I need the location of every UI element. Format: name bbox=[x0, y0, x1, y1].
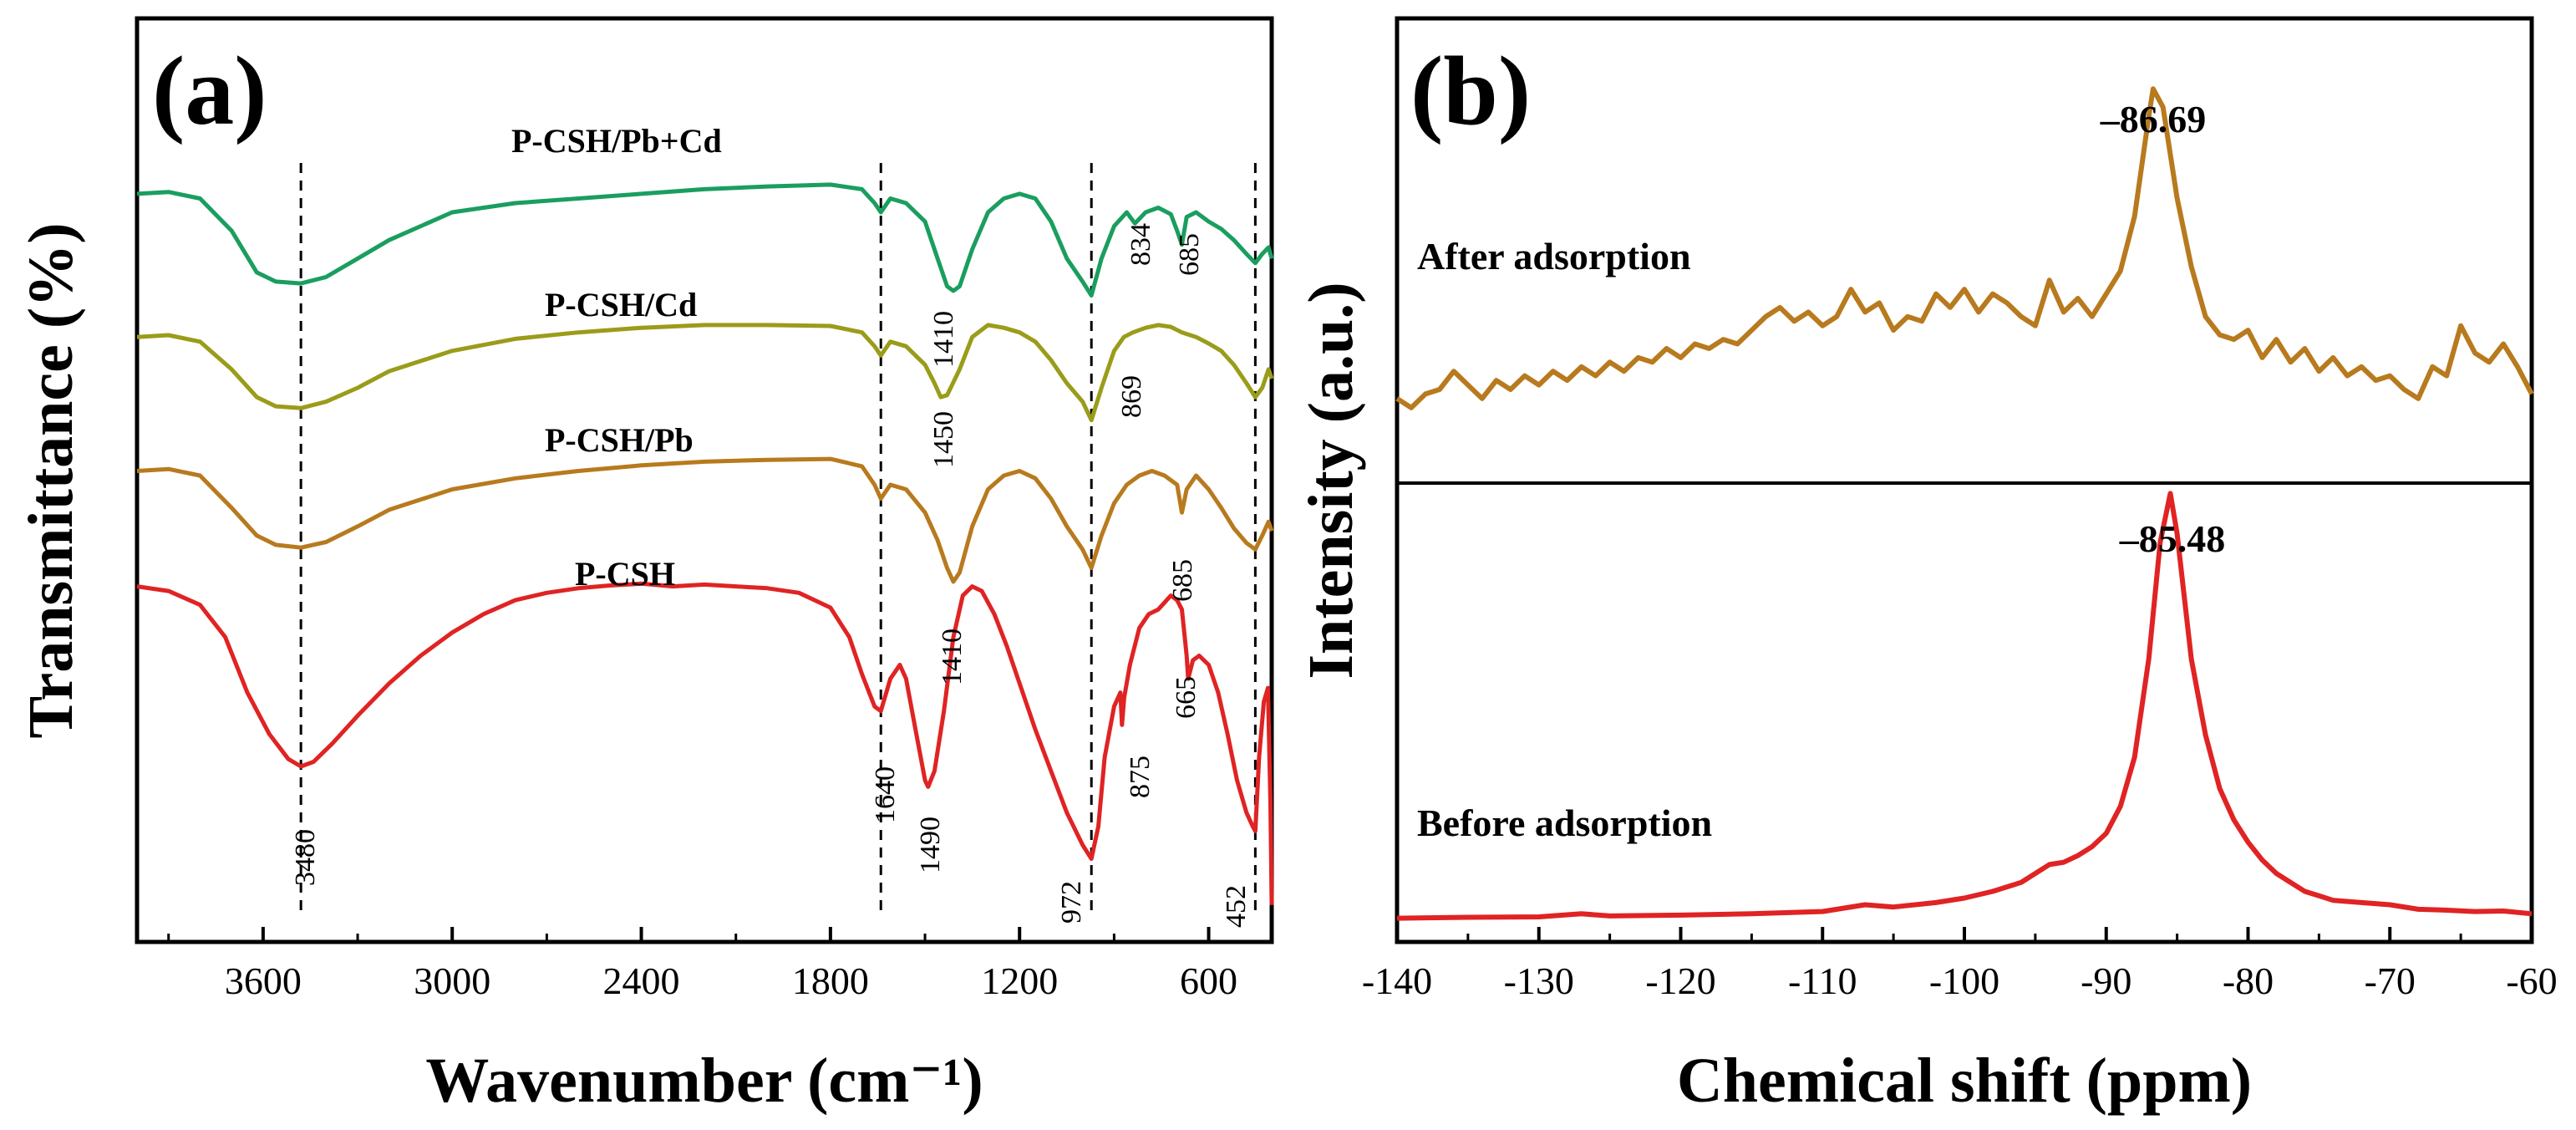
series-label-pcsh: P-CSH bbox=[575, 555, 675, 593]
x-tick-label: 1200 bbox=[981, 959, 1058, 1002]
peak-label-834: 834 bbox=[1125, 223, 1156, 266]
peak-label-86-69: –86.69 bbox=[2100, 98, 2207, 140]
peak-label-869: 869 bbox=[1116, 375, 1147, 418]
panel-a-x-axis-title: Wavenumber (cm⁻¹) bbox=[425, 1046, 983, 1116]
panel-a-reference-lines bbox=[299, 163, 1257, 911]
x-tick-label: 1800 bbox=[792, 959, 869, 1002]
x-tick-label: -90 bbox=[2081, 959, 2131, 1002]
panel-b-x-axis-title: Chemical shift (ppm) bbox=[1677, 1046, 2252, 1116]
x-tick-label: 3600 bbox=[225, 959, 302, 1002]
panel-a-series bbox=[136, 182, 1274, 905]
peak-label-685-pbcd: 685 bbox=[1174, 233, 1205, 276]
x-tick-label: -60 bbox=[2506, 959, 2557, 1002]
panel-b-y-axis-title: Intensity (a.u.) bbox=[1296, 282, 1366, 679]
series-line-p-csh-cd bbox=[136, 323, 1274, 423]
x-tick-label: -130 bbox=[1504, 959, 1574, 1002]
series-line-p-csh-pb bbox=[136, 456, 1274, 584]
x-tick-label: 3000 bbox=[414, 959, 490, 1002]
panel-b-x-ticks: -140 -130 -120 -110 -100 -90 -80 -70 -60 bbox=[1362, 927, 2558, 1002]
peak-label-685-pb: 685 bbox=[1167, 559, 1198, 602]
x-tick-label: -120 bbox=[1645, 959, 1715, 1002]
series-label-before-adsorption: Before adsorption bbox=[1417, 802, 1712, 844]
peak-label-3480: 3480 bbox=[290, 829, 321, 886]
series-label-after-adsorption: After adsorption bbox=[1417, 235, 1691, 277]
series-label-pcsh-pb-cd: P-CSH/Pb+Cd bbox=[511, 122, 722, 160]
panel-a-ftir: 3600 3000 2400 1800 1200 600 (a) P-CSH/Pb+Cd … bbox=[16, 16, 1274, 1116]
peak-label-85-48: –85.48 bbox=[2119, 517, 2226, 560]
panel-a-frame bbox=[135, 16, 1274, 944]
x-tick-label: -100 bbox=[1929, 959, 1999, 1002]
panel-b-tag: (b) bbox=[1410, 36, 1531, 145]
x-tick-label: -70 bbox=[2365, 959, 2416, 1002]
peak-label-972: 972 bbox=[1056, 881, 1087, 924]
peak-label-665: 665 bbox=[1171, 676, 1202, 719]
peak-label-1410-cd: 1410 bbox=[928, 311, 959, 368]
peak-label-452: 452 bbox=[1221, 885, 1252, 928]
series-line-before-adsorption bbox=[1396, 491, 2533, 921]
x-tick-label: -80 bbox=[2223, 959, 2274, 1002]
series-line-p-csh bbox=[136, 581, 1274, 905]
series-line-p-csh-pb-cd bbox=[136, 182, 1274, 298]
series-line-after-adsorption bbox=[1395, 86, 2534, 410]
panel-b-nmr: -140 -130 -120 -110 -100 -90 -80 -70 -60 (b) Aft… bbox=[1296, 16, 2558, 1116]
x-tick-label: 600 bbox=[1180, 959, 1237, 1002]
panel-a-y-axis-title: Transmittance (%) bbox=[16, 222, 86, 738]
peak-label-1640: 1640 bbox=[870, 766, 901, 823]
panel-b-series bbox=[1395, 86, 2534, 921]
peak-label-1450: 1450 bbox=[928, 411, 959, 468]
series-label-pcsh-cd: P-CSH/Cd bbox=[545, 286, 697, 323]
peak-label-875: 875 bbox=[1125, 756, 1156, 798]
panel-a-x-ticks: 3600 3000 2400 1800 1200 600 bbox=[167, 927, 1237, 1002]
x-tick-label: 2400 bbox=[603, 959, 680, 1002]
panel-a-tag: (a) bbox=[152, 36, 267, 145]
peak-label-1410-pcsh: 1410 bbox=[937, 629, 968, 685]
peak-label-1490: 1490 bbox=[915, 817, 946, 873]
x-tick-label: -140 bbox=[1362, 959, 1432, 1002]
x-tick-label: -110 bbox=[1788, 959, 1857, 1002]
series-label-pcsh-pb: P-CSH/Pb bbox=[545, 421, 694, 459]
